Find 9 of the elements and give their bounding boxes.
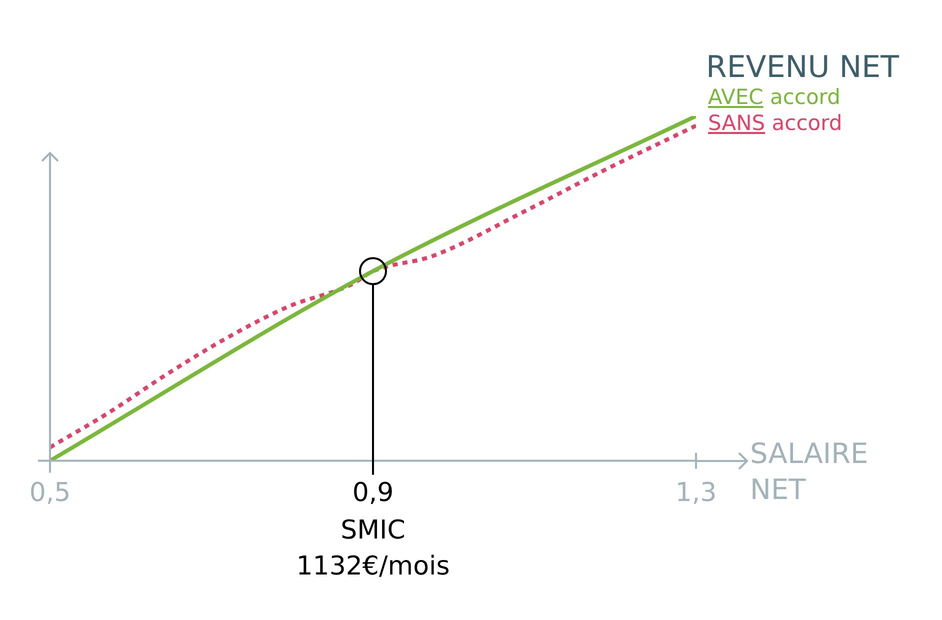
- x-axis-title: SALAIRE NET: [750, 436, 870, 508]
- x-tick-label: 0,9: [352, 478, 394, 508]
- text: REVENU NET: [706, 50, 899, 85]
- series-label: SANS accord: [708, 111, 842, 135]
- text: 1132€/mois: [296, 552, 450, 582]
- x-tick-label: 1,3: [675, 478, 717, 508]
- series-label: AVEC accord: [708, 85, 840, 109]
- x-tick-label: 0,5: [29, 478, 71, 508]
- text: SMIC: [340, 516, 406, 546]
